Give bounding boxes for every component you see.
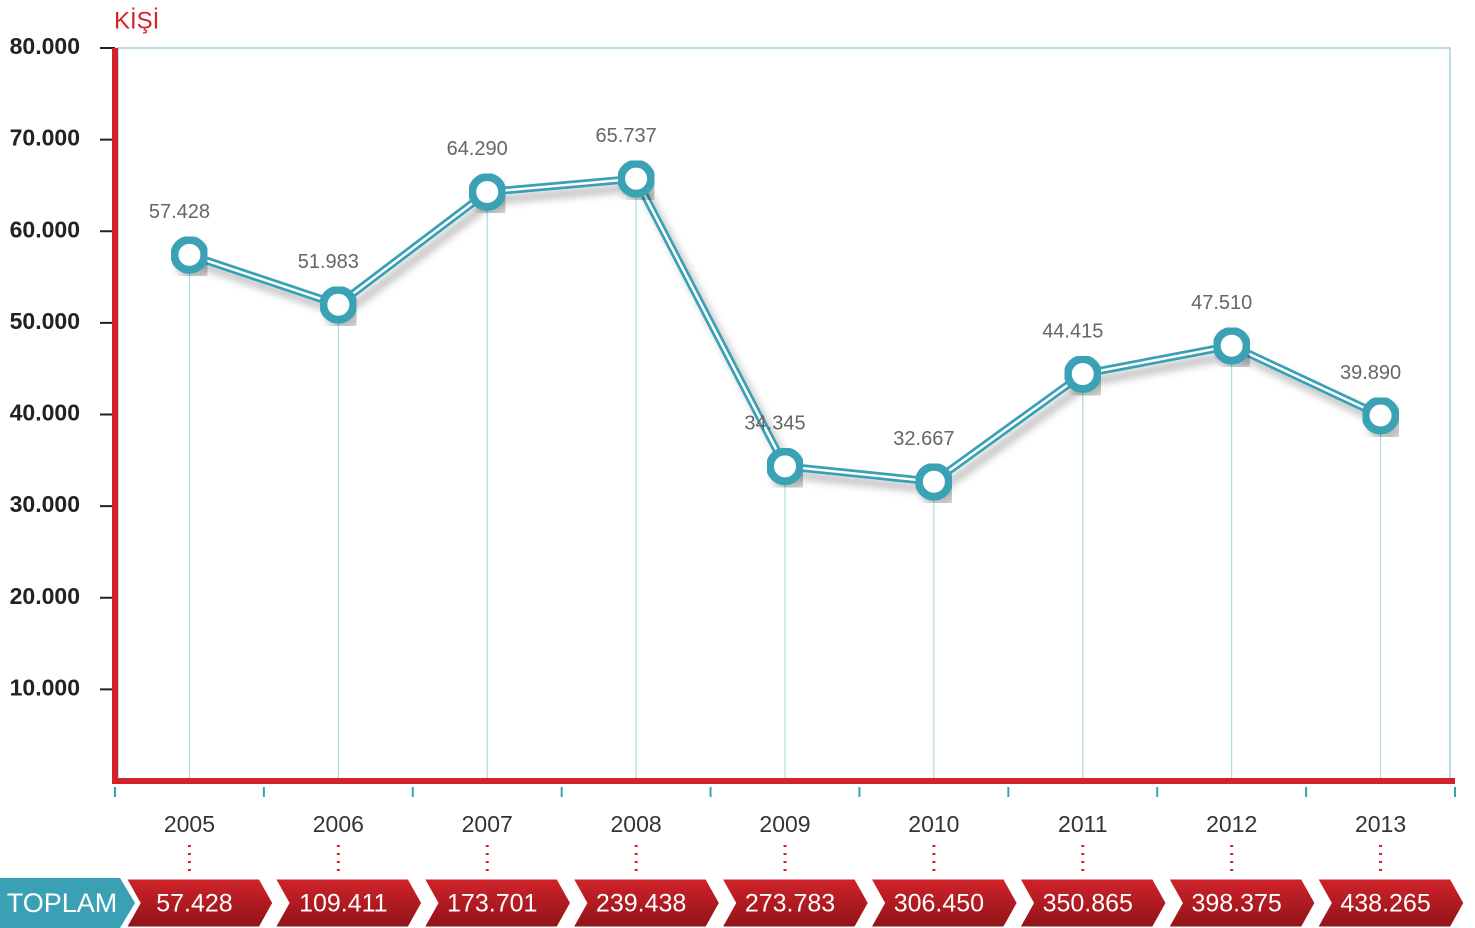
point bbox=[319, 285, 358, 324]
totals-value: 273.783 bbox=[745, 890, 835, 918]
totals-value: 239.438 bbox=[596, 890, 686, 918]
data-label: 44.415 bbox=[1042, 320, 1103, 342]
y-tick-label: 50.000 bbox=[10, 308, 80, 334]
point bbox=[914, 462, 953, 501]
totals-cell bbox=[122, 876, 276, 928]
totals-label: TOPLAM bbox=[7, 888, 118, 918]
y-tick-label: 20.000 bbox=[10, 583, 80, 609]
point bbox=[1212, 326, 1251, 365]
line bbox=[188, 174, 1383, 486]
point bbox=[170, 235, 209, 274]
x-tick-label: 2006 bbox=[313, 811, 364, 837]
totals-value: 350.865 bbox=[1043, 890, 1133, 918]
data-label: 51.983 bbox=[298, 251, 359, 273]
totals-cell bbox=[1015, 876, 1169, 928]
y-tick-label: 80.000 bbox=[10, 33, 80, 59]
totals-cell bbox=[866, 876, 1021, 928]
line-inner bbox=[189, 177, 1382, 483]
totals-cell bbox=[420, 876, 574, 928]
totals-value: 109.411 bbox=[299, 890, 388, 918]
totals-label-box bbox=[0, 878, 135, 928]
data-label: 34.345 bbox=[744, 413, 805, 435]
totals-value: 173.701 bbox=[447, 890, 537, 918]
point bbox=[468, 172, 507, 211]
point bbox=[1063, 355, 1102, 394]
data-label: 47.510 bbox=[1191, 292, 1252, 314]
data-label: 39.890 bbox=[1340, 362, 1401, 384]
line-shadow bbox=[188, 174, 1383, 486]
y-tick-label: 10.000 bbox=[10, 674, 80, 700]
point bbox=[766, 447, 804, 486]
totals-value: 306.450 bbox=[894, 890, 984, 918]
data-label: 32.667 bbox=[893, 428, 954, 450]
data-label: 65.737 bbox=[596, 125, 657, 147]
y-axis-label: KİŞİ bbox=[114, 7, 159, 34]
totals-cell bbox=[271, 876, 425, 928]
y-tick-label: 60.000 bbox=[10, 216, 80, 242]
totals-cell bbox=[1313, 876, 1467, 928]
totals-cell bbox=[717, 876, 872, 928]
x-tick-label: 2010 bbox=[908, 811, 959, 837]
totals-cell bbox=[1164, 876, 1318, 928]
point bbox=[1361, 396, 1400, 435]
totals-value: 398.375 bbox=[1191, 890, 1281, 918]
x-tick-label: 2008 bbox=[611, 811, 662, 837]
totals-value: 438.265 bbox=[1340, 890, 1430, 918]
x-tick-label: 2007 bbox=[462, 811, 513, 837]
data-label: 57.428 bbox=[149, 201, 210, 223]
totals-cell bbox=[569, 876, 723, 928]
point bbox=[617, 159, 656, 198]
x-tick-label: 2011 bbox=[1058, 811, 1107, 837]
y-tick-label: 30.000 bbox=[10, 491, 80, 517]
totals-value: 57.428 bbox=[156, 890, 232, 918]
y-tick-label: 40.000 bbox=[10, 400, 80, 426]
x-tick-label: 2005 bbox=[164, 811, 215, 837]
x-tick-label: 2013 bbox=[1355, 811, 1406, 837]
x-tick-label: 2012 bbox=[1206, 811, 1257, 837]
x-tick-label: 2009 bbox=[759, 811, 810, 837]
y-tick-label: 70.000 bbox=[10, 125, 80, 151]
data-label: 64.290 bbox=[447, 138, 508, 160]
